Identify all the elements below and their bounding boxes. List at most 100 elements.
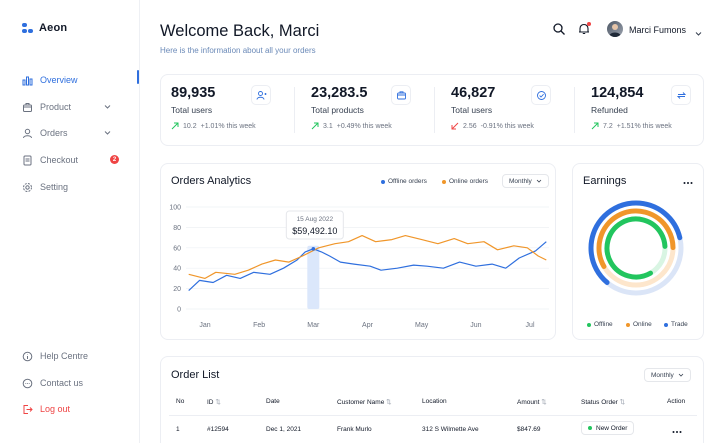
chevron-down-icon[interactable] [694, 25, 703, 43]
x-tick-label: Feb [253, 322, 265, 329]
sidebar-item-contact-us[interactable]: Contact us [22, 375, 132, 391]
highlight-point [311, 247, 316, 251]
legend-label: Online [633, 321, 652, 328]
check-circle-icon [531, 85, 551, 105]
legend-offline: Offline [587, 321, 613, 328]
earnings-card: Earnings Offline Online Trade [572, 163, 704, 340]
cell-location: 312 S Wilmette Ave [422, 426, 479, 433]
stat-trend-value: 10.2 [183, 122, 197, 130]
sidebar-item-label: Orders [40, 128, 68, 138]
legend-label: Trade [671, 321, 688, 328]
sidebar-item-label: Checkout [40, 155, 79, 165]
status-badge[interactable]: New Order [581, 421, 635, 435]
sort-icon: ⇅ [215, 399, 221, 406]
stat-value: 23,283.5 [311, 85, 368, 101]
sidebar-item-help-centre[interactable]: Help Centre [22, 348, 132, 364]
sidebar-item-label: Overview [40, 75, 78, 85]
legend-label: Online orders [449, 178, 489, 185]
column-header-action: Action [667, 398, 686, 405]
x-tick-label: Jul [526, 322, 535, 329]
row-actions-icon[interactable] [672, 424, 682, 442]
y-tick-label: 100 [169, 205, 181, 212]
box-icon [22, 102, 33, 113]
sidebar-item-orders[interactable]: Orders [22, 125, 132, 141]
legend-label: Offline orders [388, 178, 427, 185]
active-indicator [137, 70, 139, 84]
arrow-up-right-icon [171, 122, 179, 130]
card-title: Earnings [583, 175, 627, 187]
sort-icon: ⇅ [386, 399, 392, 406]
info-icon [22, 351, 33, 362]
stat-trend-text: +1.51% this week [616, 122, 672, 130]
tooltip-value: $59,492.10 [292, 226, 337, 236]
sidebar-item-label: Help Centre [40, 351, 89, 361]
period-select-value: Monthly [509, 177, 532, 185]
sidebar-item-product[interactable]: Product [22, 99, 132, 115]
x-tick-label: Mar [307, 322, 320, 329]
checkout-count-badge: 2 [110, 155, 119, 164]
orders-line-chart[interactable]: 0 20 40 60 80 100 Jan Feb Mar Apr May Jun Jul 15 Aug … [161, 190, 555, 340]
column-header-id[interactable]: ID ⇅ [207, 398, 221, 406]
column-header-no: No [176, 398, 185, 405]
y-tick-label: 60 [173, 245, 181, 252]
sidebar-item-label: Setting [40, 182, 69, 192]
legend-dot [587, 322, 591, 327]
more-options-icon[interactable] [683, 175, 693, 193]
search-icon[interactable] [552, 22, 566, 36]
stat-trend: 2.56 -0.91% this week [451, 122, 534, 130]
chat-icon [22, 378, 33, 389]
sidebar-item-log-out[interactable]: Log out [22, 401, 132, 417]
offline-ring [588, 200, 684, 296]
stat-total-products: 23,283.5 Total products 3.1 +0.49% this … [301, 75, 437, 145]
column-header-customer-name[interactable]: Customer Name ⇅ [337, 398, 392, 406]
column-header-location: Location [422, 398, 447, 405]
column-header-amount[interactable]: Amount ⇅ [517, 398, 547, 406]
arrow-up-right-icon [591, 122, 599, 130]
y-tick-label: 80 [173, 225, 181, 232]
stat-trend-value: 7.2 [603, 122, 613, 130]
arrow-down-left-icon [451, 122, 459, 130]
stat-value: 124,854 [591, 85, 644, 101]
logo-icon [22, 22, 33, 34]
stat-label: Refunded [591, 105, 628, 115]
bell-icon[interactable] [577, 22, 591, 36]
sidebar-item-setting[interactable]: Setting [22, 179, 132, 195]
stat-label: Total users [171, 105, 213, 115]
column-header-status-order[interactable]: Status Order ⇅ [581, 398, 625, 406]
column-header-label: Customer Name [337, 399, 385, 406]
sidebar-item-label: Log out [40, 404, 71, 414]
column-header-label: Status Order [581, 399, 618, 406]
x-tick-label: May [415, 322, 429, 329]
legend-offline-orders: Offline orders [381, 178, 427, 185]
period-select[interactable]: Monthly [502, 174, 549, 188]
stat-trend-value: 3.1 [323, 122, 333, 130]
stat-total-users-2: 46,827 Total users 2.56 -0.91% this week [441, 75, 577, 145]
sidebar-item-overview[interactable]: Overview [22, 72, 132, 88]
orders-analytics-card: Orders Analytics Offline orders Online o… [160, 163, 556, 340]
notification-dot [587, 22, 591, 26]
legend-dot [626, 322, 630, 327]
cell-no: 1 [176, 426, 180, 433]
chevron-down-icon [678, 373, 684, 377]
stat-trend: 7.2 +1.51% this week [591, 122, 672, 130]
stat-trend-text: +1.01% this week [200, 122, 256, 130]
page-subtitle: Here is the information about all your o… [160, 46, 316, 55]
sidebar-item-checkout[interactable]: Checkout 2 [22, 152, 132, 168]
stat-trend-value: 2.56 [463, 122, 477, 130]
stat-trend-text: +0.49% this week [336, 122, 392, 130]
chevron-down-icon [103, 102, 112, 113]
avatar[interactable] [607, 21, 623, 37]
app-name: Aeon [39, 22, 68, 34]
user-name[interactable]: Marci Fumons [629, 25, 687, 35]
period-select[interactable]: Monthly [644, 368, 691, 382]
stat-label: Total users [451, 105, 493, 115]
users-icon [251, 85, 271, 105]
tooltip-date: 15 Aug 2022 [297, 216, 334, 223]
earnings-rings [588, 200, 684, 296]
card-title: Orders Analytics [171, 175, 252, 187]
user-icon [22, 128, 33, 139]
legend-label: Offline [594, 321, 613, 328]
sort-icon: ⇅ [619, 399, 626, 406]
y-tick-label: 0 [177, 307, 181, 314]
logo[interactable]: Aeon [22, 22, 67, 34]
